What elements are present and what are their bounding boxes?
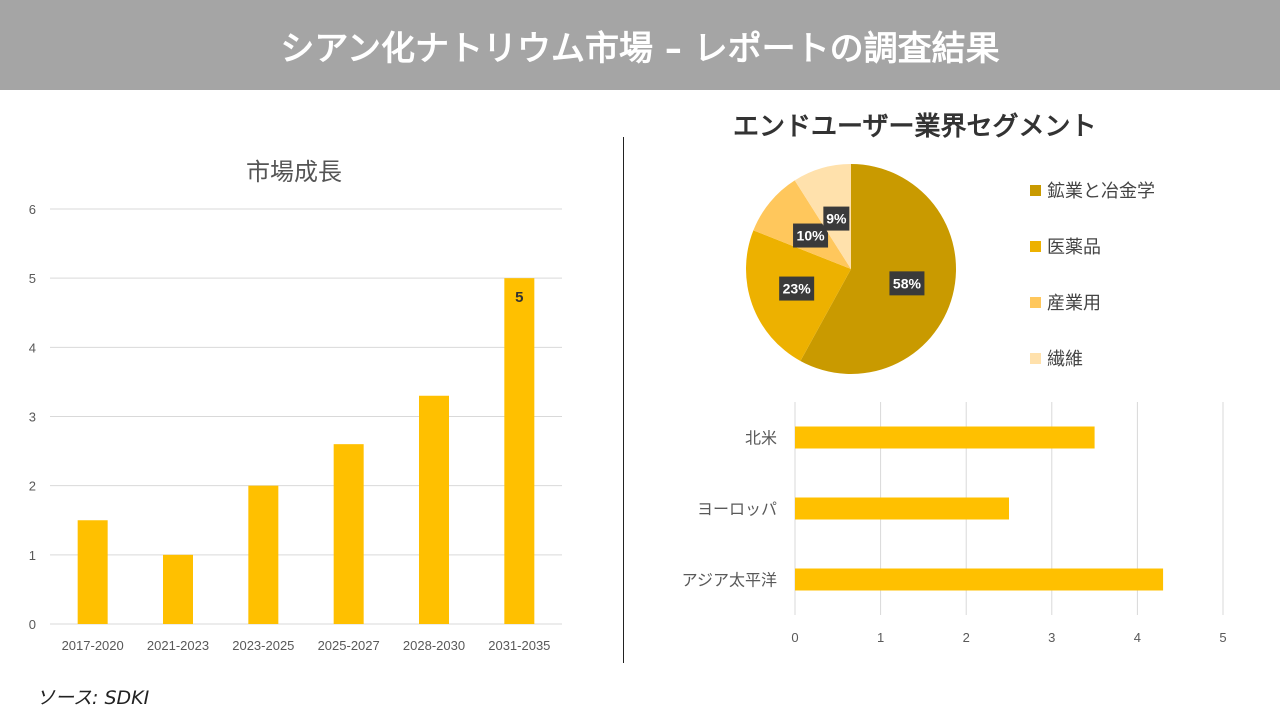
data-label: 9%	[826, 211, 847, 227]
legend-label: 医薬品	[1047, 237, 1101, 258]
bar	[795, 568, 1164, 591]
pie-slice	[800, 164, 956, 374]
bar	[77, 520, 108, 624]
data-label-box	[793, 223, 829, 248]
page-title: シアン化ナトリウム市場 – レポートの調査結果	[0, 0, 1280, 90]
y-tick-label: 北米	[745, 429, 777, 448]
y-tick-label: 3	[29, 410, 36, 425]
legend-swatch	[1030, 296, 1041, 308]
segment-chart-title: エンドユーザー業界セグメント	[733, 112, 1097, 142]
legend-swatch	[1030, 184, 1041, 196]
x-tick-label: 2017-2020	[62, 638, 124, 653]
legend-label: 鉱業と冶金学	[1047, 181, 1155, 202]
legend-label: 産業用	[1047, 293, 1101, 314]
legend-label: 繊維	[1047, 349, 1083, 370]
bar	[504, 278, 535, 624]
source-note: ソース: SDKI	[36, 687, 150, 709]
divider	[623, 137, 624, 663]
data-label: 23%	[783, 281, 812, 297]
x-tick-label: 2021-2023	[147, 638, 209, 653]
y-tick-label: ヨーロッパ	[697, 500, 777, 519]
data-label-box	[889, 271, 925, 296]
x-tick-label: 2031-2035	[488, 638, 550, 653]
x-tick-label: 5	[1219, 630, 1226, 645]
y-tick-label: 5	[29, 271, 36, 286]
y-tick-label: 1	[29, 548, 36, 563]
bar	[333, 444, 364, 624]
data-label: 58%	[893, 275, 922, 291]
legend-item: 繊維	[1030, 345, 1083, 371]
data-label-box	[823, 206, 850, 231]
bar	[419, 395, 449, 624]
y-tick-label: アジア太平洋	[682, 571, 777, 590]
bar	[248, 485, 279, 624]
bar	[163, 554, 193, 624]
x-tick-label: 4	[1134, 630, 1141, 645]
growth-chart-title: 市場成長	[246, 158, 342, 186]
x-tick-label: 2	[963, 630, 970, 645]
data-label: 5	[515, 289, 523, 306]
y-tick-label: 0	[29, 617, 36, 632]
legend-item: 鉱業と冶金学	[1030, 177, 1155, 203]
legend-swatch	[1030, 240, 1041, 252]
x-tick-label: 2023-2025	[232, 638, 294, 653]
x-tick-label: 3	[1048, 630, 1055, 645]
y-tick-label: 6	[29, 202, 36, 217]
legend-item: 医薬品	[1030, 233, 1101, 259]
x-tick-label: 2028-2030	[403, 638, 465, 653]
legend-item: 産業用	[1030, 289, 1101, 315]
pie-slice	[794, 164, 851, 269]
y-tick-label: 4	[29, 340, 36, 355]
x-tick-label: 2025-2027	[318, 638, 380, 653]
legend-swatch	[1030, 352, 1041, 364]
x-tick-label: 0	[791, 630, 798, 645]
data-label-box	[779, 276, 815, 301]
y-tick-label: 2	[29, 479, 36, 494]
data-label: 10%	[797, 228, 826, 244]
bar	[795, 497, 1009, 520]
x-tick-label: 1	[877, 630, 884, 645]
bar	[795, 426, 1095, 449]
